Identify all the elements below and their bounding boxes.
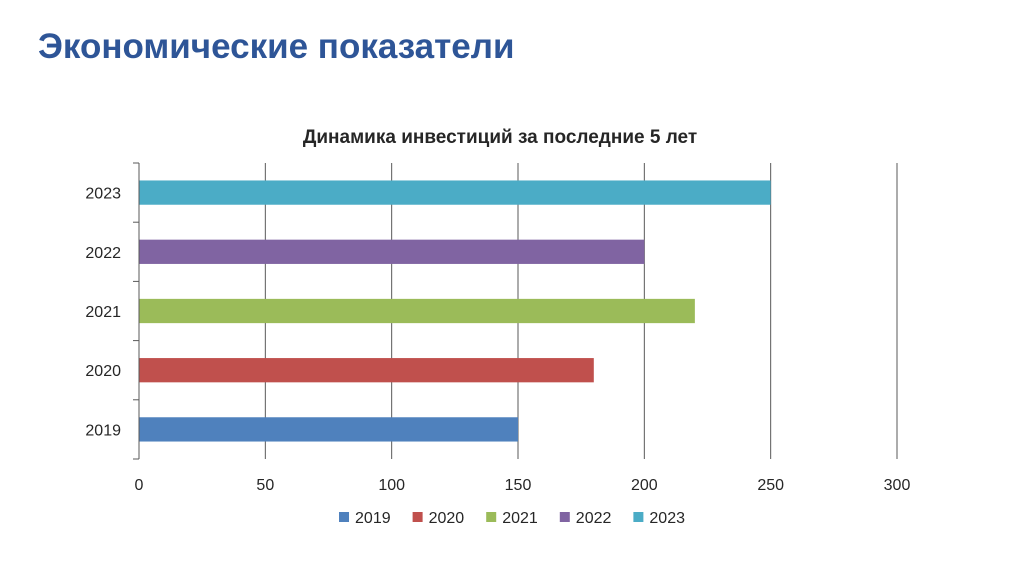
x-tick-label-150: 150 [505, 477, 532, 494]
legend-swatch-2021 [486, 512, 497, 522]
y-tick-label-2023: 2023 [85, 186, 121, 203]
y-tick-label-2020: 2020 [85, 363, 121, 380]
x-tick-label-100: 100 [378, 477, 405, 494]
bar-2023 [139, 180, 771, 205]
y-tick-label-2022: 2022 [85, 245, 121, 262]
y-tick-label-2021: 2021 [85, 304, 121, 321]
x-tick-label-50: 50 [256, 477, 274, 494]
legend-label-2022: 2022 [576, 510, 612, 527]
bar-2021 [139, 298, 695, 324]
legend-swatch-2023 [633, 512, 644, 522]
legend-label-2021: 2021 [502, 510, 538, 527]
legend-swatch-2019 [339, 512, 350, 522]
bars [139, 180, 771, 442]
legend: 2019 2020 2021 2022 2023 [339, 510, 685, 527]
legend-label-2019: 2019 [355, 510, 391, 527]
axes: 2019 2020 2021 2022 2023 0 50 100 150 200 250 300 [85, 162, 911, 494]
x-tick-label-300: 300 [884, 477, 911, 494]
legend-swatch-2020 [412, 512, 423, 522]
x-tick-label-200: 200 [631, 477, 658, 494]
y-tick-label-2019: 2019 [85, 422, 121, 439]
legend-label-2020: 2020 [429, 510, 465, 527]
slide-title: Экономические показатели [38, 27, 515, 66]
x-tick-label-0: 0 [135, 477, 144, 494]
legend-label-2023: 2023 [649, 510, 685, 527]
bar-2019 [139, 417, 518, 442]
chart-title: Динамика инвестиций за последние 5 лет [303, 127, 697, 148]
bar-2020 [139, 358, 594, 383]
bar-2022 [139, 239, 645, 264]
legend-swatch-2022 [559, 512, 570, 522]
x-tick-label-250: 250 [757, 477, 784, 494]
